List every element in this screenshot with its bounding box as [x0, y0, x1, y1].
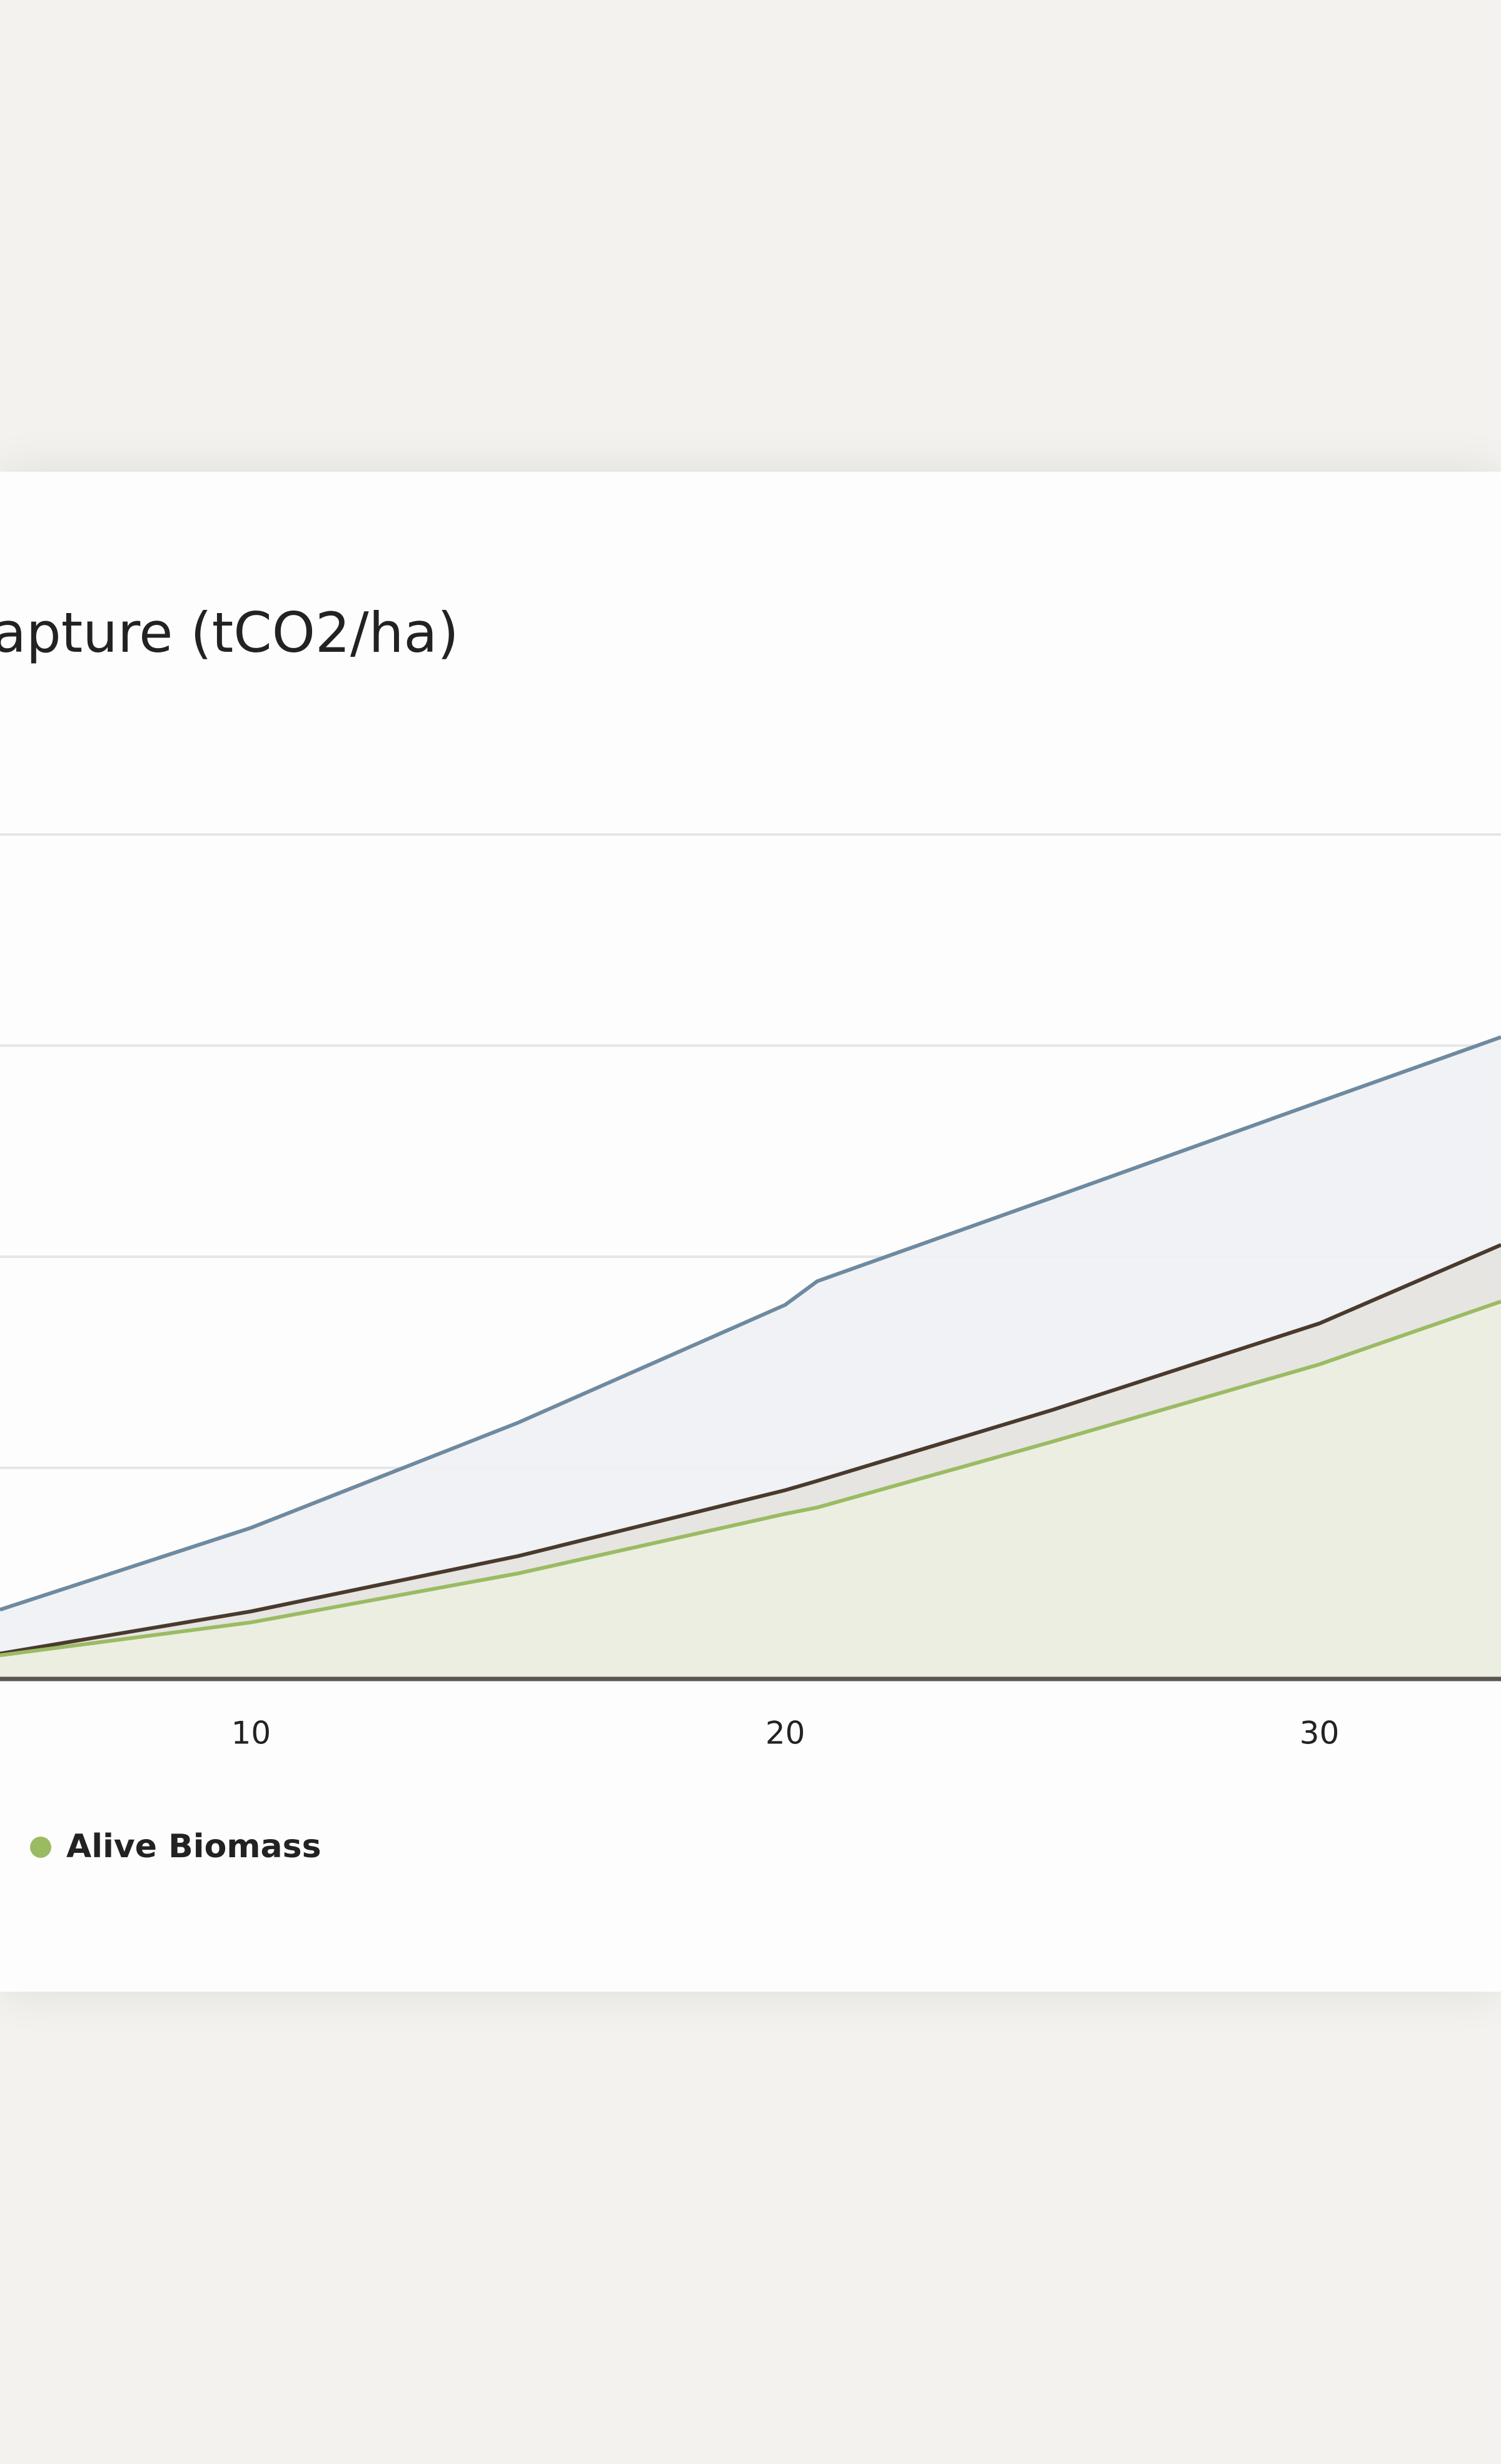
series-line [0, 1299, 1501, 1658]
legend-marker [30, 1837, 51, 1858]
x-tick-label: 20 [766, 1715, 806, 1752]
x-tick-label: 30 [1300, 1715, 1340, 1752]
x-tick-label: 10 [231, 1715, 271, 1752]
legend-label: Alive Biomass [66, 1828, 321, 1865]
chart-title: apture (tCO2/ha) [0, 601, 459, 665]
area-fill [0, 1301, 1501, 1679]
series-line [0, 1243, 1501, 1656]
chart: apture (tCO2/ha) 10 20 30 Alive Biomass [0, 601, 1501, 1865]
series-line [0, 1035, 1501, 1612]
chart-card: apture (tCO2/ha) 10 20 30 Alive Biomass [0, 472, 1501, 1992]
